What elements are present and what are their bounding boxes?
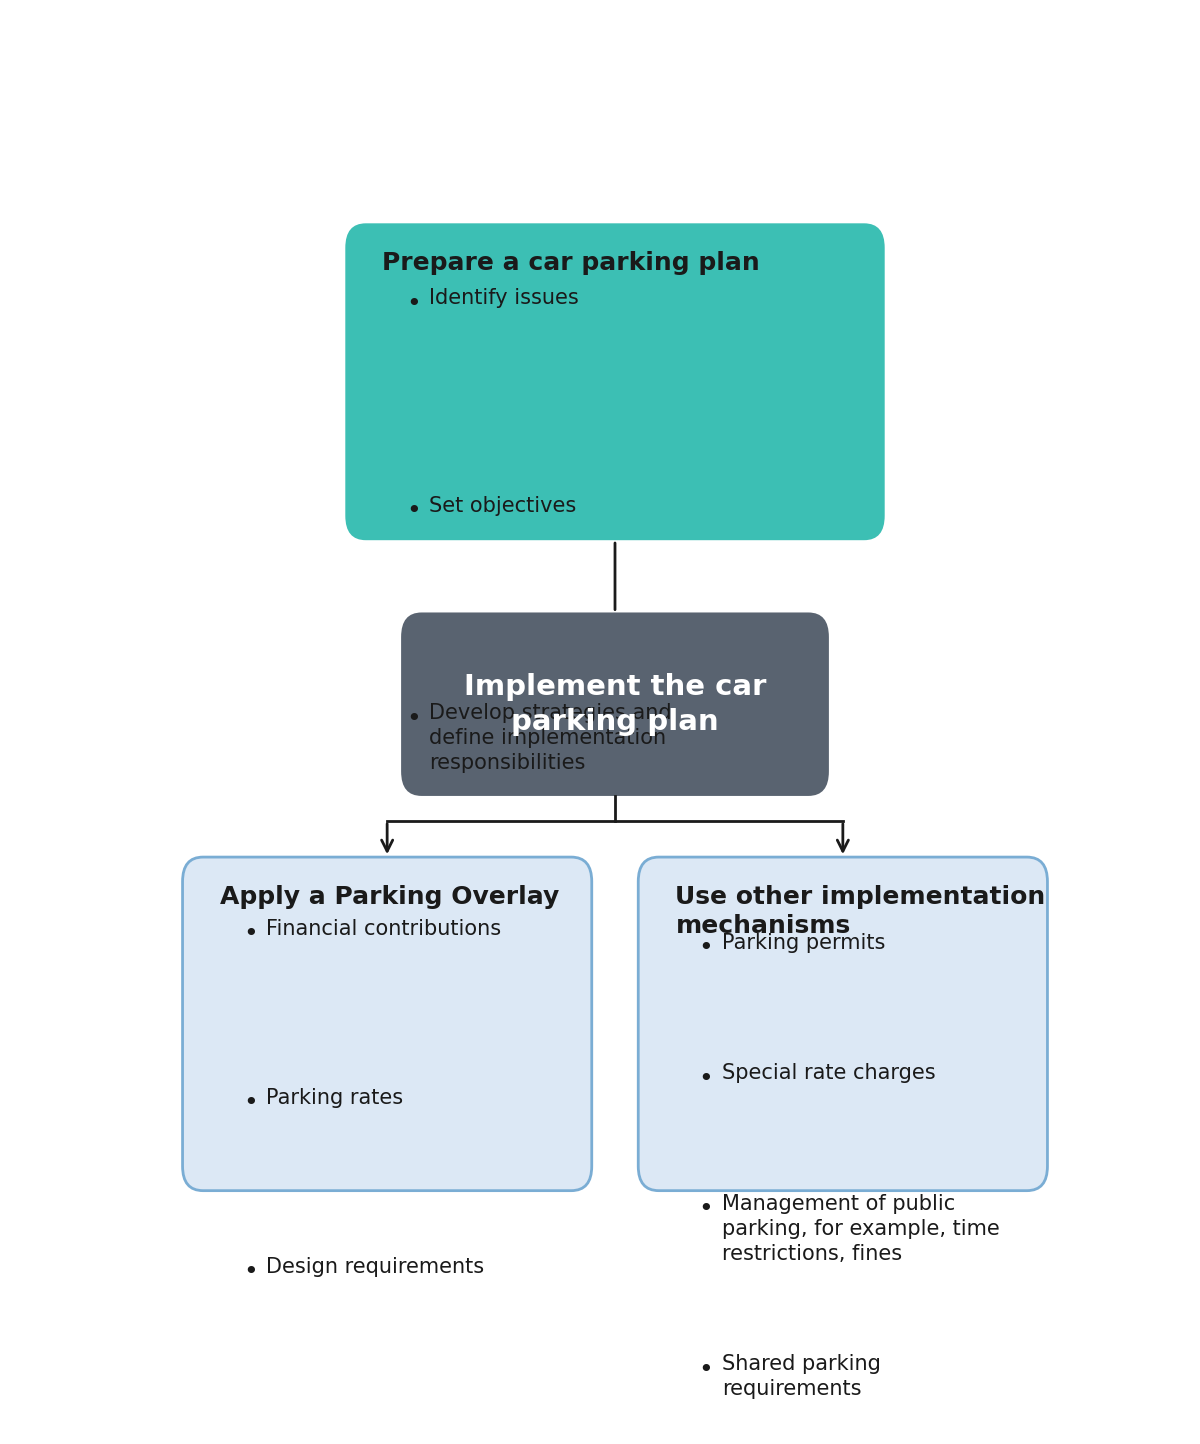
- Text: Parking rates: Parking rates: [266, 1087, 403, 1108]
- Text: •: •: [698, 1357, 714, 1382]
- FancyBboxPatch shape: [638, 858, 1048, 1191]
- Text: Financial contributions: Financial contributions: [266, 918, 502, 939]
- Text: •: •: [242, 1261, 258, 1284]
- Text: Set objectives: Set objectives: [430, 495, 576, 516]
- FancyBboxPatch shape: [401, 612, 829, 796]
- Text: Identify issues: Identify issues: [430, 289, 578, 309]
- Text: Develop strategies and
define implementation
responsibilities: Develop strategies and define implementa…: [430, 703, 672, 773]
- Text: •: •: [242, 923, 258, 946]
- Text: •: •: [698, 1067, 714, 1090]
- Text: Shared parking
requirements: Shared parking requirements: [722, 1354, 881, 1399]
- Text: Apply a Parking Overlay: Apply a Parking Overlay: [220, 885, 559, 908]
- Text: •: •: [406, 500, 420, 523]
- Text: Prepare a car parking plan: Prepare a car parking plan: [383, 251, 761, 276]
- Text: Design requirements: Design requirements: [266, 1256, 485, 1276]
- Text: Management of public
parking, for example, time
restrictions, fines: Management of public parking, for exampl…: [722, 1194, 1000, 1264]
- Text: •: •: [242, 1092, 258, 1115]
- Text: •: •: [698, 1197, 714, 1222]
- Text: •: •: [406, 706, 420, 731]
- Text: Implement the car
parking plan: Implement the car parking plan: [464, 673, 766, 735]
- Text: Use other implementation
mechanisms: Use other implementation mechanisms: [676, 885, 1045, 937]
- Text: •: •: [698, 936, 714, 960]
- FancyBboxPatch shape: [346, 224, 884, 540]
- Text: Special rate charges: Special rate charges: [722, 1063, 936, 1083]
- FancyBboxPatch shape: [182, 858, 592, 1191]
- Text: •: •: [406, 292, 420, 316]
- Text: Parking permits: Parking permits: [722, 933, 886, 953]
